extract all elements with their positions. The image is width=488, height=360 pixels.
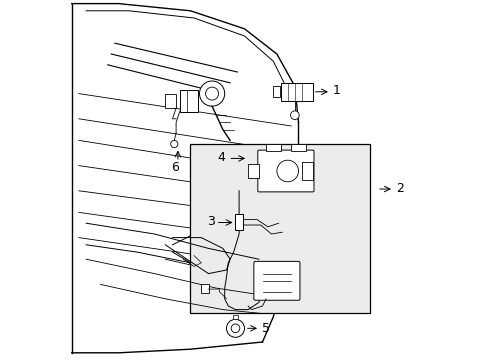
Bar xyxy=(190,144,370,313)
Circle shape xyxy=(231,324,239,333)
Bar xyxy=(247,164,258,178)
FancyBboxPatch shape xyxy=(257,150,313,192)
Text: 1: 1 xyxy=(332,84,340,97)
Circle shape xyxy=(199,81,224,106)
Circle shape xyxy=(290,111,299,120)
Bar xyxy=(273,86,280,97)
FancyBboxPatch shape xyxy=(253,261,299,300)
Circle shape xyxy=(170,140,178,148)
Bar xyxy=(302,162,312,180)
Bar xyxy=(179,90,197,112)
Text: 6: 6 xyxy=(170,161,178,174)
Circle shape xyxy=(205,87,218,100)
Bar xyxy=(235,214,243,230)
Text: 3: 3 xyxy=(206,215,214,228)
Bar xyxy=(265,144,280,151)
Bar xyxy=(165,94,176,108)
Bar xyxy=(291,144,305,151)
Bar xyxy=(201,284,208,293)
Text: 4: 4 xyxy=(217,151,225,164)
Circle shape xyxy=(226,319,244,337)
Circle shape xyxy=(276,160,298,182)
Text: 5: 5 xyxy=(261,322,269,335)
Bar xyxy=(280,83,312,101)
Text: 2: 2 xyxy=(395,181,403,194)
Bar xyxy=(232,315,238,319)
